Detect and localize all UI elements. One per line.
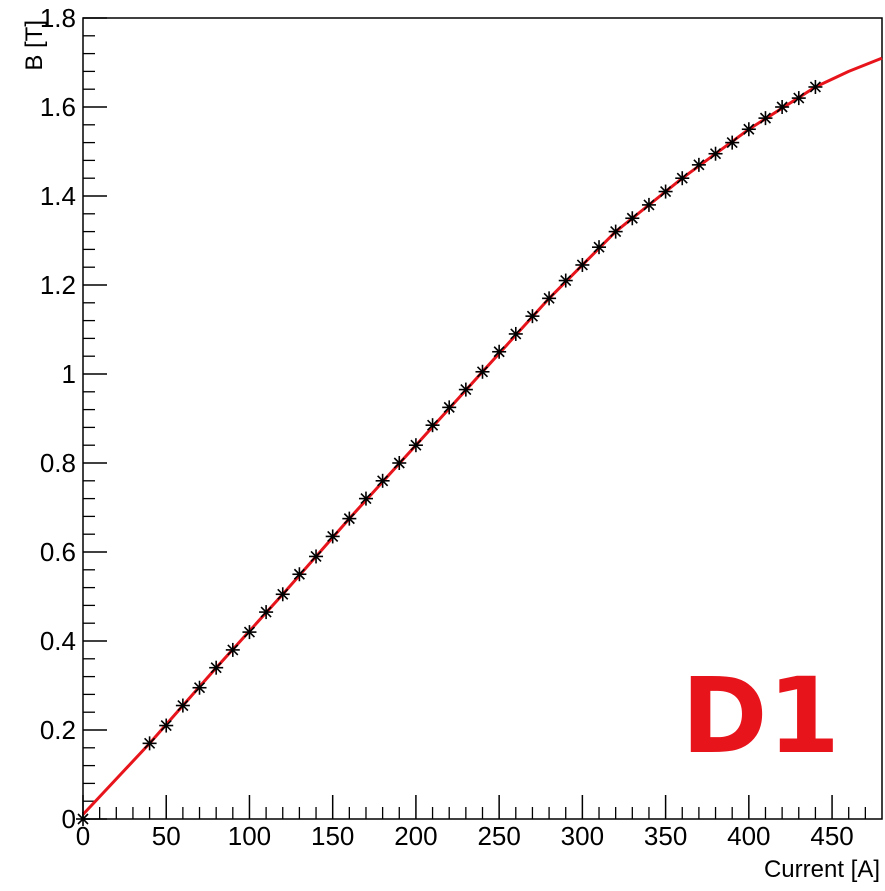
y-tick-label: 0.4 — [40, 626, 76, 656]
data-point — [641, 197, 656, 212]
x-tick-label: 450 — [810, 821, 853, 851]
x-tick-label: 100 — [228, 821, 271, 851]
data-point — [76, 812, 90, 826]
data-point — [159, 718, 174, 733]
data-point — [425, 418, 440, 433]
y-tick-label: 1.4 — [40, 181, 76, 211]
data-point — [192, 680, 207, 695]
data-point — [741, 122, 756, 137]
data-point — [775, 100, 790, 114]
data-point — [259, 605, 274, 620]
data-point — [442, 400, 457, 415]
data-point — [658, 184, 673, 199]
x-tick-label: 300 — [561, 821, 604, 851]
y-tick-label: 1.2 — [40, 270, 76, 300]
data-point — [325, 529, 340, 544]
x-tick-label: 50 — [152, 821, 181, 851]
data-point — [791, 91, 806, 106]
tick-labels: 0 50 100 150 200 250 300 350 400 450 0 0.2 0.4 0.6 0.8… — [40, 3, 854, 851]
data-point — [691, 157, 706, 172]
data-point — [725, 135, 740, 150]
data-point — [309, 549, 324, 564]
data-point — [458, 382, 473, 397]
x-tick-label: 150 — [311, 821, 354, 851]
x-axis-title: Current [A] — [764, 856, 880, 883]
data-point — [209, 660, 224, 675]
data-point — [542, 291, 557, 306]
data-point — [808, 79, 823, 94]
data-markers — [76, 79, 823, 826]
data-point — [625, 211, 640, 226]
y-tick-label: 0.2 — [40, 715, 76, 745]
data-point — [758, 111, 773, 126]
data-point — [708, 146, 723, 161]
data-point — [392, 456, 407, 470]
data-point — [225, 642, 240, 657]
axis-ticks — [82, 17, 867, 820]
y-tick-label: 1 — [62, 359, 76, 389]
data-point — [358, 491, 373, 506]
y-tick-label: 1.8 — [40, 3, 76, 33]
data-point — [675, 171, 690, 186]
data-point — [592, 240, 607, 255]
data-point — [508, 326, 523, 341]
x-tick-label: 0 — [76, 821, 90, 851]
data-point — [375, 473, 390, 488]
y-tick-label: 1.6 — [40, 92, 76, 122]
data-point — [142, 736, 157, 751]
data-point — [292, 567, 307, 582]
chart-label-d1: D1 — [681, 655, 840, 777]
x-tick-label: 400 — [727, 821, 770, 851]
data-point — [558, 273, 573, 288]
x-tick-label: 200 — [394, 821, 437, 851]
data-point — [175, 698, 190, 713]
data-point — [475, 364, 490, 379]
data-point — [492, 344, 507, 359]
y-tick-label: 0.6 — [40, 537, 76, 567]
y-tick-label: 0.8 — [40, 448, 76, 478]
data-point — [342, 511, 357, 526]
y-axis-title: B [T] — [21, 20, 48, 71]
y-tick-label: 0 — [62, 804, 76, 834]
data-point — [242, 625, 257, 640]
data-point — [408, 438, 423, 453]
x-tick-label: 250 — [477, 821, 520, 851]
data-point — [575, 257, 590, 272]
data-point — [275, 587, 290, 602]
data-point — [608, 224, 623, 239]
x-tick-label: 350 — [644, 821, 687, 851]
data-point — [525, 309, 540, 324]
